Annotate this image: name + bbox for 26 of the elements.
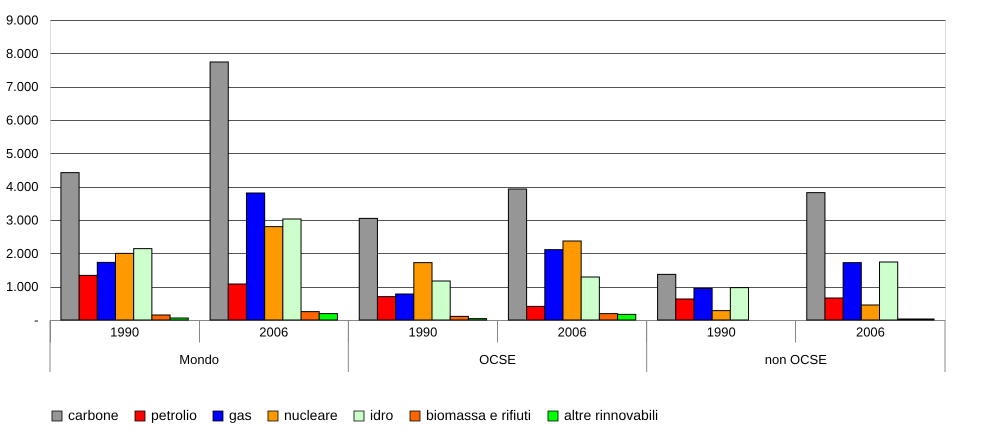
legend-label: gas: [229, 407, 252, 423]
y-tick-label: 6.000: [6, 112, 38, 128]
y-tick-label: 7.000: [6, 79, 38, 94]
y-tick-label: 3.000: [6, 212, 38, 228]
y-tick-label: 4.000: [6, 179, 38, 194]
y-tick-label: 9.000: [6, 12, 38, 28]
legend-label: altre rinnovabili: [564, 407, 658, 423]
y-tick-label: 8.000: [6, 46, 38, 61]
legend-label: idro: [370, 407, 394, 423]
legend-label: carbone: [68, 407, 119, 423]
text: OCSE: [479, 352, 516, 367]
y-tick-label: 5.000: [6, 146, 38, 161]
text: Mondo: [179, 352, 220, 367]
legend-label: nucleare: [284, 407, 338, 423]
x-tick-label: 1990: [110, 324, 140, 340]
x-tick-label: 1990: [408, 324, 438, 340]
legend-label: petrolio: [151, 407, 198, 423]
x-tick-label: 2006: [856, 324, 885, 340]
x-tick-label: 2006: [558, 324, 587, 340]
text: non OCSE: [764, 352, 828, 367]
y-tick-label: 2.000: [6, 246, 38, 261]
y-tick-label: -: [34, 312, 38, 328]
x-tick-label: 1990: [706, 324, 736, 340]
x-tick-label: 2006: [259, 324, 288, 340]
legend-label: biomassa e rifiuti: [426, 407, 532, 423]
y-tick-label: 1.000: [6, 279, 38, 294]
